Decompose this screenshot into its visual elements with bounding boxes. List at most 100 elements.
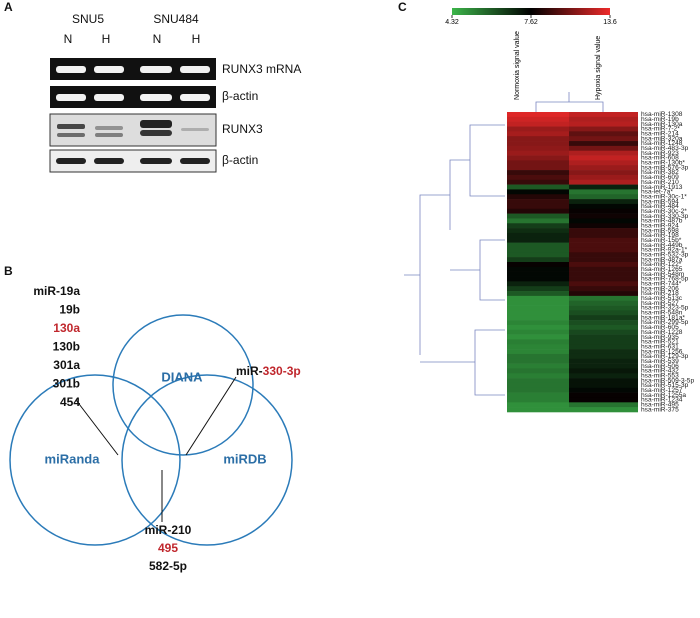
heatmap-cell bbox=[569, 257, 638, 263]
heatmap-cell bbox=[569, 305, 638, 311]
mirna-label: 582-5p bbox=[149, 559, 187, 573]
row-label: hsa-miR-1913 bbox=[641, 184, 683, 191]
heatmap-cell bbox=[507, 378, 569, 384]
venn-circles bbox=[9, 314, 293, 546]
heatmap-cell bbox=[507, 407, 569, 413]
heatmap-cell bbox=[569, 228, 638, 234]
heatmap-cell bbox=[507, 179, 569, 185]
lane-label: N bbox=[64, 32, 73, 46]
heatmap-cell bbox=[507, 155, 569, 161]
heatmap-cell bbox=[507, 165, 569, 171]
colorbar-tick-label: 13.6 bbox=[603, 19, 617, 26]
heatmap-cell bbox=[507, 281, 569, 287]
heatmap-cell bbox=[507, 387, 569, 393]
heatmap-cell bbox=[569, 339, 638, 345]
row-label: hsa-miR-484 bbox=[641, 203, 679, 210]
mirna-label: miR-19a bbox=[33, 284, 80, 298]
row-label: hsa-miR-15b* bbox=[641, 237, 682, 244]
heatmap-cell bbox=[569, 194, 638, 200]
row-label: hsa-miR-30c-2* bbox=[641, 208, 687, 215]
heatmap-cell bbox=[507, 291, 569, 297]
heatmap-cell bbox=[507, 126, 569, 132]
lane-label: H bbox=[192, 32, 201, 46]
heatmap-cell bbox=[569, 262, 638, 268]
row-label: hsa-miR-598 bbox=[641, 227, 679, 234]
heatmap-cell bbox=[507, 382, 569, 389]
heatmap-cell bbox=[569, 208, 638, 214]
row-label: hsa-miR-206 bbox=[641, 285, 679, 292]
mirna-label: 301b bbox=[53, 377, 80, 391]
row-label: hsa-miR-92a-1* bbox=[641, 247, 688, 254]
row-label: hsa-miR-181a* bbox=[641, 314, 685, 321]
row-label: hsa-miR-382 bbox=[641, 169, 679, 176]
heatmap-cell bbox=[569, 131, 638, 137]
heatmap-cell bbox=[569, 324, 638, 331]
heatmap-cell bbox=[569, 329, 638, 335]
heatmap-cell bbox=[569, 247, 638, 253]
row-label: hsa-miR-527 bbox=[641, 300, 679, 307]
column-label: Normoxia signal value bbox=[514, 31, 521, 100]
lane-label: H bbox=[102, 32, 111, 46]
row-label: hsa-miR-1248 bbox=[641, 140, 683, 147]
panel-label: A bbox=[4, 0, 13, 14]
heatmap-cell bbox=[507, 194, 569, 200]
row-label: hsa-miR-923 bbox=[641, 150, 679, 157]
heatmap-cell bbox=[569, 237, 638, 243]
heatmap-cell bbox=[507, 141, 569, 147]
gel-images bbox=[49, 58, 217, 173]
heatmap-cell bbox=[569, 174, 638, 181]
heatmap-cell bbox=[569, 353, 638, 360]
mirna-label: 19b bbox=[59, 303, 80, 317]
heatmap-cell bbox=[569, 407, 638, 413]
heatmap-cell bbox=[507, 203, 569, 210]
heatmap-cell bbox=[507, 295, 569, 302]
row-label: hsa-miR-513c bbox=[641, 295, 683, 302]
row-label: hsa-miR-548m bbox=[641, 271, 685, 278]
heatmap-cell bbox=[507, 174, 569, 181]
heatmap-cell bbox=[569, 392, 638, 398]
heatmap-cell bbox=[569, 300, 638, 306]
row-label: hsa-miR-605 bbox=[641, 324, 679, 331]
heatmap-cell bbox=[569, 179, 638, 185]
heatmap-cell bbox=[507, 368, 569, 374]
heatmap-cell bbox=[507, 213, 569, 219]
heatmap-cell bbox=[507, 208, 569, 214]
heatmap-cell bbox=[569, 271, 638, 277]
heatmap-cell bbox=[569, 155, 638, 161]
cell-line: SNU484 bbox=[153, 12, 199, 26]
heatmap-cell bbox=[507, 300, 569, 306]
heatmap-cell bbox=[569, 315, 638, 321]
row-label: hsa-miR-495 bbox=[641, 401, 679, 408]
heatmap-cell bbox=[569, 382, 638, 389]
heatmap-cell bbox=[569, 295, 638, 302]
heatmap-cell bbox=[569, 112, 638, 118]
row-label: hsa-miR-432 bbox=[641, 368, 679, 375]
heatmap-cell bbox=[569, 358, 638, 364]
column-label: Hypoxia signal value bbox=[595, 36, 602, 100]
row-label: hsa-miR-509-3-5p bbox=[641, 377, 694, 384]
heatmap-cell bbox=[507, 121, 569, 127]
heatmap-cell bbox=[569, 334, 638, 340]
heatmap-cell bbox=[507, 353, 569, 360]
heatmap-cell bbox=[507, 189, 569, 195]
heatmap-cell bbox=[569, 223, 638, 229]
heatmap-cell bbox=[507, 305, 569, 311]
row-label: hsa-miR-198 bbox=[641, 232, 679, 239]
mirna-label: 454 bbox=[60, 395, 80, 409]
row-label: hsa-miR-214 bbox=[641, 131, 679, 138]
heatmap-cell bbox=[569, 203, 638, 210]
heatmap-cell bbox=[507, 320, 569, 326]
heatmap-cell bbox=[569, 136, 638, 142]
heatmap-cell bbox=[507, 150, 569, 156]
band-label: β-actin bbox=[222, 153, 258, 167]
heatmap-cell bbox=[507, 223, 569, 229]
row-label: hsa-miR-299-5p bbox=[641, 319, 689, 326]
row-label: hsa-miR-323-5p bbox=[641, 305, 689, 312]
heatmap-cell bbox=[507, 329, 569, 335]
row-label: hsa-miR-375 bbox=[641, 406, 679, 413]
row-label: hsa-miR-320a bbox=[641, 135, 683, 142]
heatmap-cell bbox=[569, 189, 638, 195]
heatmap-cell bbox=[507, 112, 569, 118]
heatmap-cell bbox=[569, 310, 638, 316]
row-label: hsa-miR-1234 bbox=[641, 397, 683, 404]
